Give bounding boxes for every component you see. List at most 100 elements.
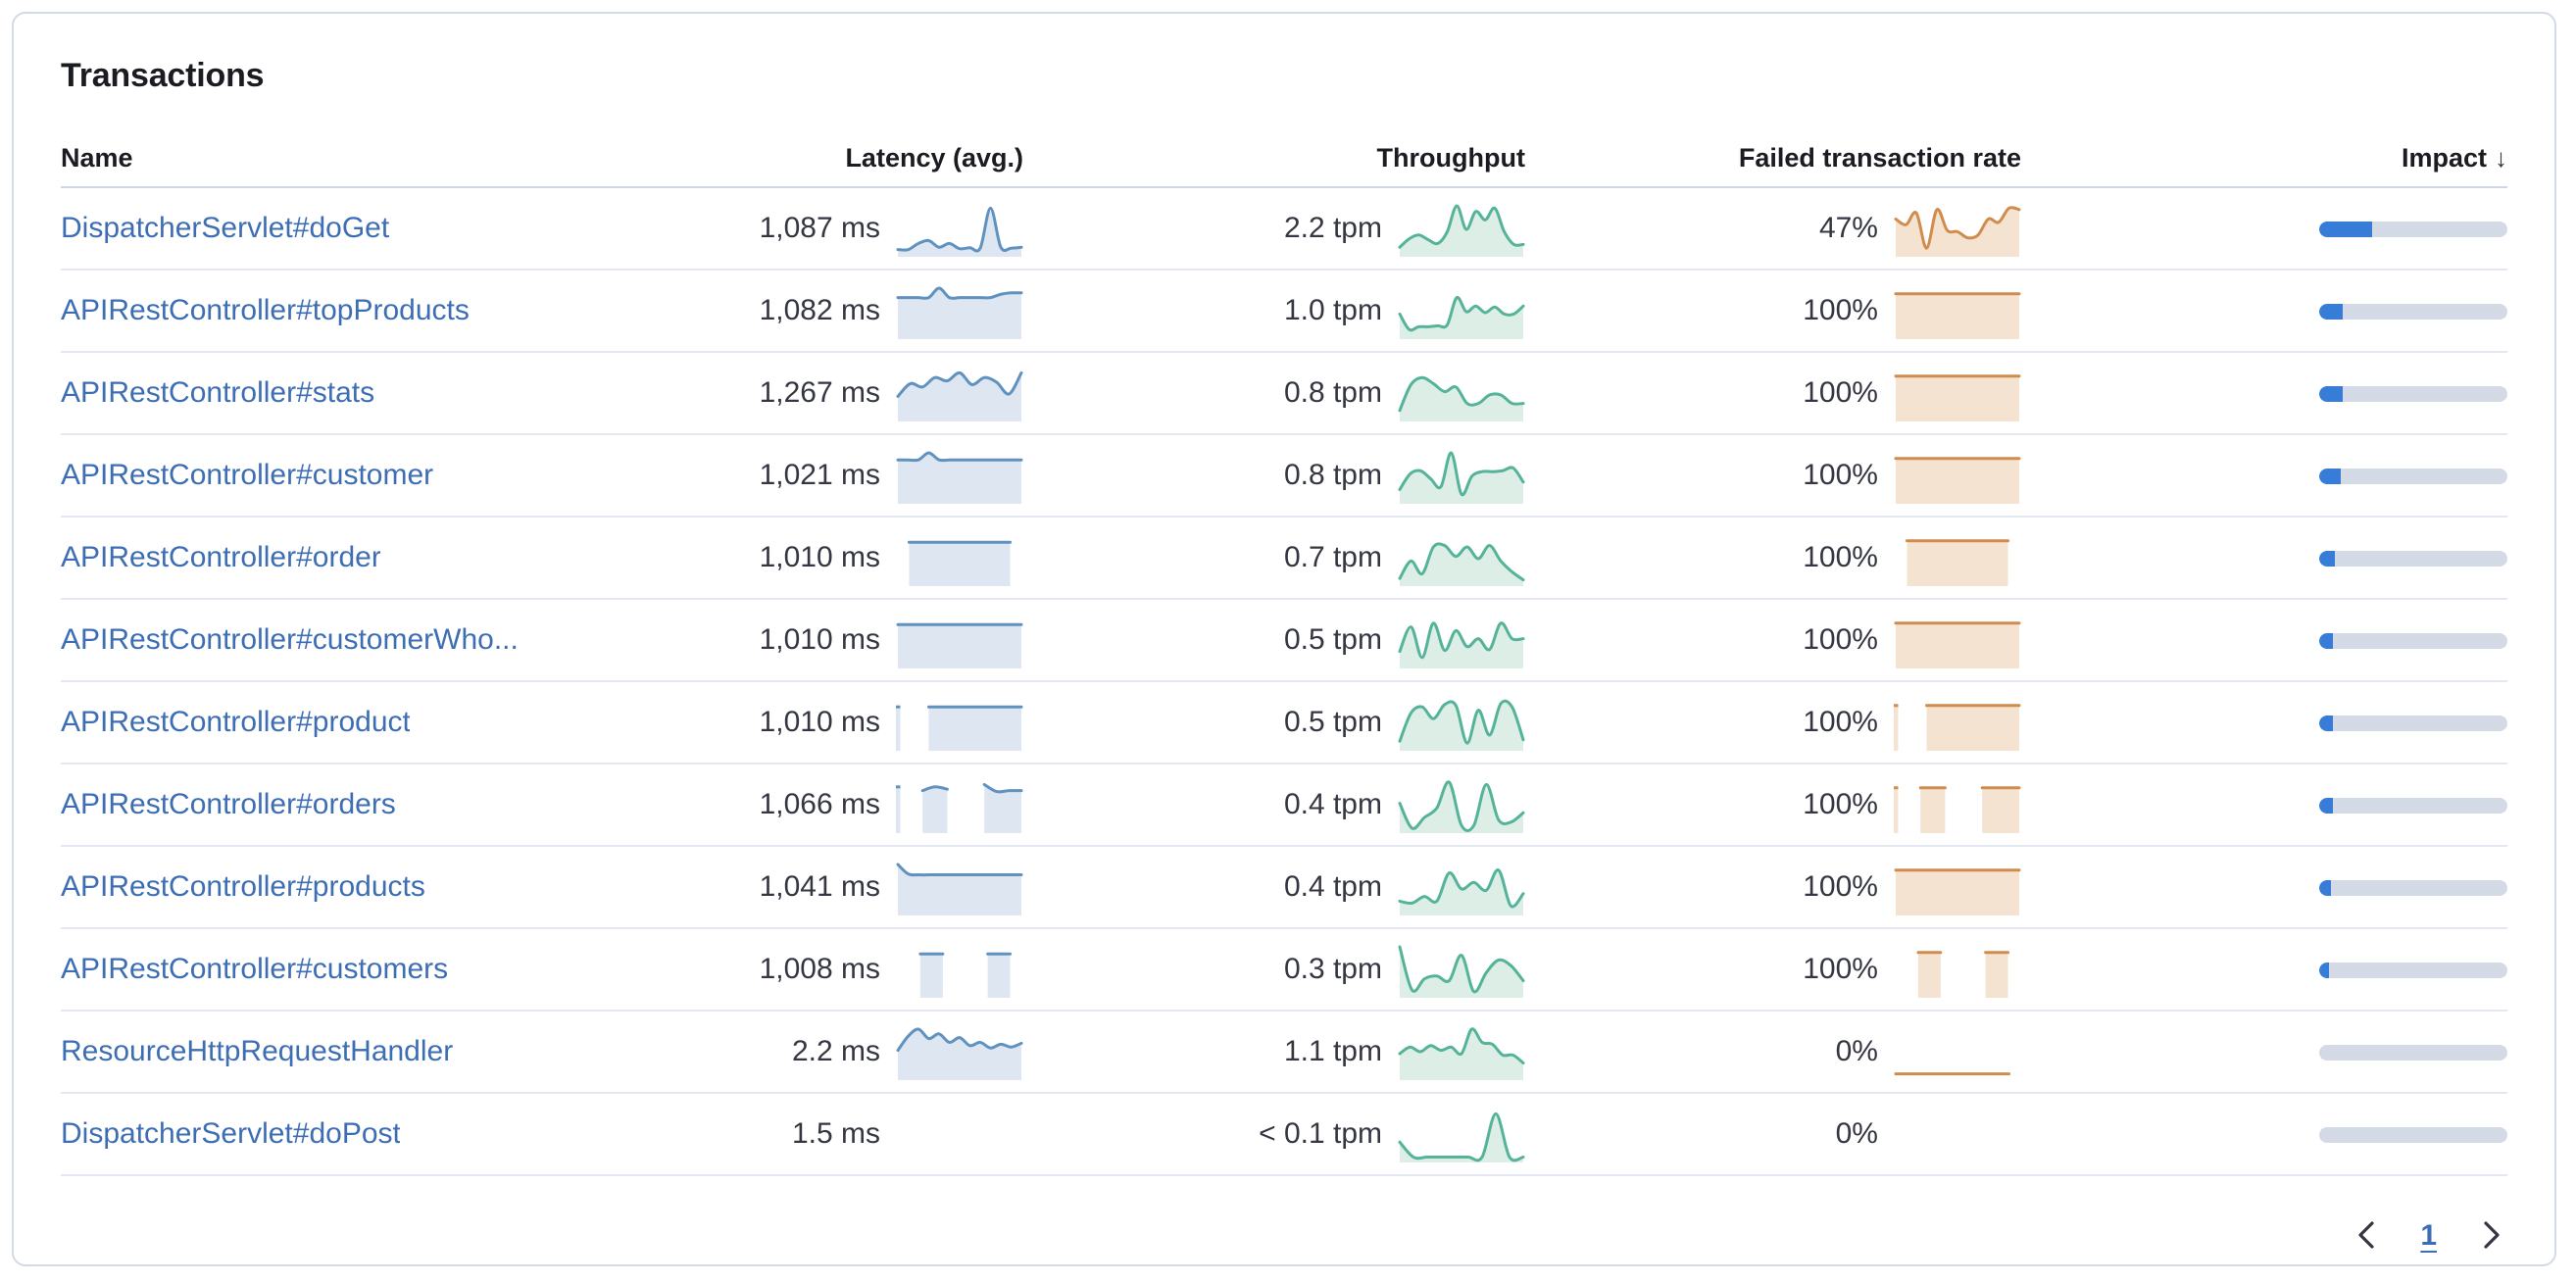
latency-sparkline: [896, 862, 1023, 914]
transaction-name-link[interactable]: APIRestController#customerWho...: [61, 623, 519, 657]
throughput-value: 0.8 tpm: [1283, 459, 1382, 492]
column-header-failed-rate[interactable]: Failed transaction rate: [1525, 142, 2021, 172]
table-row: ResourceHttpRequestHandler 2.2 ms 1.1 tp…: [61, 1012, 2507, 1094]
impact-bar: [2319, 1044, 2507, 1060]
table-row: DispatcherServlet#doPost 1.5 ms < 0.1 tp…: [61, 1094, 2507, 1176]
throughput-sparkline: [1398, 374, 1525, 420]
latency-sparkline: [896, 1107, 1023, 1161]
failed-rate-value: 47%: [1818, 212, 1878, 245]
latency-sparkline: [896, 704, 1023, 750]
throughput-sparkline: [1398, 867, 1525, 914]
impact-bar-fill: [2319, 468, 2342, 483]
transaction-name-link[interactable]: APIRestController#products: [61, 870, 425, 904]
throughput-sparkline: [1398, 295, 1525, 338]
throughput-value: 0.4 tpm: [1283, 870, 1382, 904]
impact-bar-fill: [2319, 221, 2373, 236]
table-row: APIRestController#customer 1,021 ms 0.8 …: [61, 435, 2507, 518]
transaction-name-link[interactable]: APIRestController#product: [61, 706, 411, 739]
failed-rate-sparkline: [1894, 1107, 2021, 1161]
failed-rate-sparkline: [1894, 785, 2021, 832]
failed-rate-sparkline: [1905, 538, 2010, 585]
failed-rate-value: 100%: [1803, 706, 1878, 739]
impact-bar: [2319, 879, 2507, 895]
failed-rate-value: 100%: [1803, 953, 1878, 986]
failed-rate-sparkline: [1894, 456, 2021, 503]
latency-value: 1.5 ms: [791, 1117, 880, 1151]
table-row: APIRestController#topProducts 1,082 ms 1…: [61, 271, 2507, 353]
column-header-impact[interactable]: Impact ↓: [2021, 142, 2507, 172]
impact-bar-fill: [2319, 303, 2343, 319]
latency-value: 1,010 ms: [759, 541, 880, 574]
transaction-name-link[interactable]: APIRestController#customer: [61, 459, 434, 492]
failed-rate-value: 0%: [1835, 1117, 1878, 1151]
impact-bar: [2319, 715, 2507, 730]
latency-value: 1,041 ms: [759, 870, 880, 904]
failed-rate-sparkline: [1894, 703, 2021, 750]
transaction-name-link[interactable]: APIRestController#order: [61, 541, 381, 574]
throughput-sparkline: [1398, 944, 1525, 997]
impact-bar-fill: [2319, 385, 2343, 401]
table-body: DispatcherServlet#doGet 1,087 ms 2.2 tpm…: [61, 188, 2507, 1176]
failed-rate-sparkline: [1894, 867, 2021, 914]
impact-bar-fill: [2319, 550, 2335, 566]
previous-page-button[interactable]: [2350, 1215, 2381, 1255]
latency-value: 1,087 ms: [759, 212, 880, 245]
column-header-impact-label: Impact: [2401, 142, 2487, 172]
column-header-failed-rate-label: Failed transaction rate: [1738, 142, 2021, 172]
throughput-value: 2.2 tpm: [1283, 212, 1382, 245]
latency-sparkline: [896, 621, 1023, 667]
next-page-button[interactable]: [2476, 1215, 2507, 1255]
throughput-value: 0.4 tpm: [1283, 788, 1382, 821]
column-header-throughput[interactable]: Throughput: [1023, 142, 1525, 172]
transaction-name-link[interactable]: DispatcherServlet#doPost: [61, 1117, 401, 1151]
column-header-latency[interactable]: Latency (avg.): [631, 142, 1023, 172]
page-1-button[interactable]: 1: [2420, 1218, 2437, 1252]
impact-bar: [2319, 550, 2507, 566]
impact-bar-fill: [2319, 879, 2332, 895]
table-row: APIRestController#orders 1,066 ms 0.4 tp…: [61, 765, 2507, 847]
throughput-sparkline: [1398, 620, 1525, 667]
panel-title: Transactions: [61, 57, 265, 94]
transaction-name-link[interactable]: APIRestController#customers: [61, 953, 449, 986]
chevron-right-icon: [2484, 1221, 2500, 1249]
transaction-name-link[interactable]: APIRestController#orders: [61, 788, 396, 821]
impact-bar-fill: [2319, 715, 2333, 730]
sort-descending-icon: ↓: [2495, 142, 2507, 172]
failed-rate-value: 100%: [1803, 788, 1878, 821]
table-row: APIRestController#products 1,041 ms 0.4 …: [61, 847, 2507, 929]
transaction-name-link[interactable]: APIRestController#topProducts: [61, 294, 470, 327]
latency-value: 1,066 ms: [759, 788, 880, 821]
transactions-panel: Transactions Name Latency (avg.) Through…: [12, 12, 2556, 1266]
failed-rate-value: 0%: [1835, 1035, 1878, 1068]
throughput-value: < 0.1 tpm: [1259, 1117, 1382, 1151]
throughput-sparkline: [1398, 1026, 1525, 1079]
table-row: APIRestController#order 1,010 ms 0.7 tpm…: [61, 518, 2507, 600]
throughput-value: 0.3 tpm: [1283, 953, 1382, 986]
failed-rate-sparkline: [1894, 291, 2021, 338]
transaction-name-link[interactable]: DispatcherServlet#doGet: [61, 212, 390, 245]
latency-value: 1,010 ms: [759, 623, 880, 657]
transaction-name-link[interactable]: APIRestController#stats: [61, 376, 375, 410]
failed-rate-sparkline: [1894, 620, 2021, 667]
table-row: APIRestController#customers 1,008 ms 0.3…: [61, 929, 2507, 1012]
impact-bar-fill: [2319, 962, 2329, 977]
table-row: APIRestController#customerWho... 1,010 m…: [61, 600, 2507, 682]
impact-bar: [2319, 303, 2507, 319]
pagination: 1: [61, 1204, 2507, 1266]
failed-rate-sparkline: [1894, 373, 2021, 420]
table-row: APIRestController#stats 1,267 ms 0.8 tpm…: [61, 353, 2507, 435]
latency-sparkline: [896, 205, 1023, 256]
latency-sparkline: [896, 370, 1023, 420]
throughput-value: 1.1 tpm: [1283, 1035, 1382, 1068]
column-header-name[interactable]: Name: [61, 142, 631, 172]
latency-value: 1,008 ms: [759, 953, 880, 986]
latency-value: 1,021 ms: [759, 459, 880, 492]
throughput-sparkline: [1398, 203, 1525, 256]
failed-rate-sparkline: [1894, 205, 2021, 256]
failed-rate-value: 100%: [1803, 870, 1878, 904]
latency-sparkline: [896, 781, 1023, 832]
impact-bar: [2319, 468, 2507, 483]
transaction-name-link[interactable]: ResourceHttpRequestHandler: [61, 1035, 454, 1068]
latency-sparkline: [896, 450, 1023, 503]
